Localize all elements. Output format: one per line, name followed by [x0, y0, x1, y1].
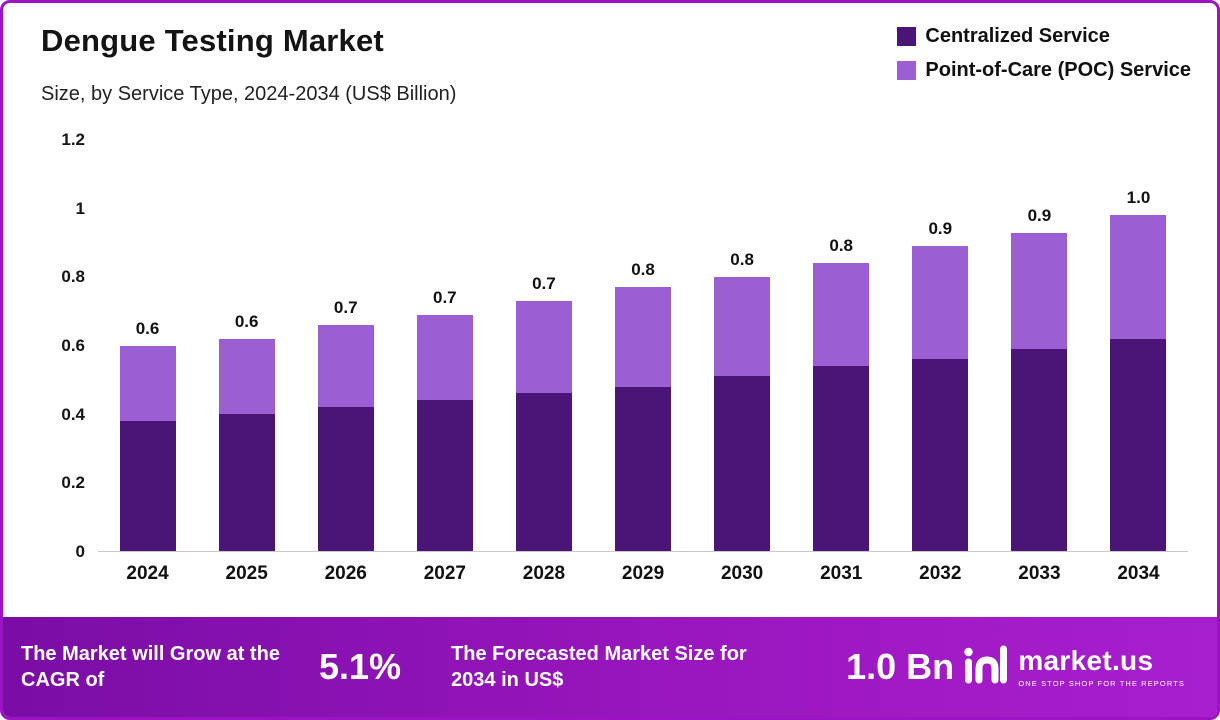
- bar-group: 0.7: [494, 140, 593, 551]
- bar-segment-centralized: [714, 376, 771, 551]
- stacked-bar: [416, 314, 473, 551]
- bar-segment-centralized: [615, 386, 672, 551]
- bar-total-label: 0.8: [829, 236, 854, 256]
- brand-text-block: market.us ONE STOP SHOP FOR THE REPORTS: [1018, 644, 1185, 688]
- bar-total-label: 0.9: [1027, 205, 1052, 225]
- bar-total-label: 0.8: [631, 260, 655, 280]
- x-axis-label: 2025: [225, 563, 268, 584]
- legend-label-poc: Point-of-Care (POC) Service: [925, 59, 1191, 81]
- x-axis-label: 2028: [522, 563, 566, 584]
- x-axis-label: 2030: [720, 563, 764, 584]
- legend-label-centralized: Centralized Service: [925, 25, 1110, 47]
- legend-item-centralized: Centralized Service: [897, 25, 1191, 48]
- bar-total-label: 0.8: [730, 250, 754, 270]
- y-axis-tick-label: 0.6: [61, 336, 85, 355]
- stacked-bar: [714, 277, 771, 551]
- bar-segment-centralized: [1110, 338, 1167, 551]
- bar-segment-poc: [912, 246, 969, 360]
- x-axis-label: 2027: [423, 563, 466, 584]
- stacked-bar: [515, 300, 572, 551]
- bar-total-label: 0.9: [928, 219, 953, 239]
- x-axis-label: 2026: [324, 563, 367, 584]
- cagr-text: The Market will Grow at the CAGR of: [21, 643, 280, 691]
- bar-group: 0.7: [395, 140, 494, 551]
- stacked-bar: [1110, 215, 1167, 551]
- legend-item-poc: Point-of-Care (POC) Service: [897, 59, 1191, 82]
- bar-segment-centralized: [813, 366, 870, 551]
- bar-segment-centralized: [1011, 348, 1068, 551]
- bar-group: 0.9: [990, 140, 1089, 551]
- stacked-bar: [615, 287, 672, 551]
- bar-segment-poc: [1011, 232, 1068, 349]
- bar-segment-poc: [317, 324, 374, 408]
- chart-subtitle: Size, by Service Type, 2024-2034 (US$ Bi…: [41, 83, 457, 105]
- bar-segment-centralized: [515, 393, 572, 551]
- plot-area: 0.6 0.6 0.7 0.7 0.7 0.8 0.8 0.8 0.9 0.9 1.0: [98, 140, 1188, 552]
- bar-group: 0.8: [792, 140, 891, 551]
- bar-total-label: 0.6: [135, 318, 160, 338]
- x-axis-label: 2029: [621, 563, 665, 584]
- footer-banner: The Market will Grow at the CAGR of 5.1%…: [3, 617, 1217, 717]
- bar-segment-poc: [218, 338, 275, 414]
- legend-swatch-centralized: [897, 27, 917, 46]
- stacked-bar: [218, 338, 275, 551]
- bar-segment-poc: [615, 287, 672, 387]
- y-axis-tick-label: 0: [75, 542, 85, 561]
- legend: Centralized Service Point-of-Care (POC) …: [897, 25, 1191, 82]
- brand-name: market.us: [1018, 644, 1154, 676]
- bar-segment-centralized: [119, 420, 176, 551]
- bar-total-label: 1.0: [1126, 188, 1151, 208]
- bar-segment-centralized: [317, 407, 374, 551]
- bar-segment-poc: [1110, 215, 1167, 339]
- bar-segment-poc: [515, 300, 572, 394]
- bar-segment-poc: [813, 263, 870, 367]
- x-axis-label: 2034: [1117, 563, 1160, 584]
- bar-segment-centralized: [218, 414, 275, 551]
- y-axis-tick-label: 0.4: [61, 404, 85, 424]
- brand-logo: market.us ONE STOP SHOP FOR THE REPORTS: [962, 643, 1185, 692]
- y-axis-tick-label: 0.2: [61, 473, 85, 493]
- x-axis-label: 2033: [1018, 563, 1061, 584]
- bar-group: 1.0: [1089, 140, 1188, 551]
- bar-group: 0.8: [693, 140, 792, 551]
- bar-group: 0.6: [197, 140, 296, 551]
- cagr-value: 5.1%: [319, 646, 402, 687]
- chart-title: Dengue Testing Market: [41, 23, 384, 58]
- stacked-bar: [912, 246, 969, 551]
- stacked-bar: [119, 345, 176, 551]
- bar-segment-poc: [119, 345, 176, 421]
- x-axis: 2024 2025 2026 2027 2028 2029 2030 2031 2032 2033…: [98, 563, 1188, 585]
- bar-total-label: 0.7: [333, 297, 358, 317]
- x-axis-label: 2024: [126, 563, 169, 584]
- y-axis-tick-label: 0.8: [61, 267, 85, 287]
- bar-total-label: 0.6: [234, 311, 259, 331]
- bar-group: 0.9: [891, 140, 990, 551]
- bar-total-label: 0.7: [433, 287, 457, 307]
- x-axis-label: 2032: [919, 563, 962, 584]
- forecast-value: 1.0 Bn: [846, 646, 955, 687]
- stacked-bar: [317, 324, 374, 551]
- bar-total-label: 0.7: [532, 273, 556, 293]
- bar-segment-poc: [714, 277, 771, 377]
- legend-swatch-poc: [897, 61, 917, 80]
- bar-segment-centralized: [416, 400, 473, 551]
- bar-segment-poc: [416, 314, 473, 401]
- forecast-text: The Forecasted Market Size for 2034 in U…: [451, 643, 747, 691]
- y-axis-tick-label: 1: [75, 198, 85, 218]
- x-axis-label: 2031: [820, 563, 863, 584]
- stacked-bar: [813, 263, 870, 551]
- brand-tagline: ONE STOP SHOP FOR THE REPORTS: [1018, 678, 1185, 688]
- y-axis: 0 0.2 0.4 0.6 0.8 1 1.2: [31, 130, 85, 561]
- bar-group: 0.8: [593, 140, 692, 551]
- y-axis-tick-label: 1.2: [61, 130, 85, 149]
- bar-segment-centralized: [912, 359, 969, 551]
- bar-group: 0.7: [296, 140, 395, 551]
- stacked-bar: [1011, 232, 1068, 551]
- brand-logo-icon: [962, 643, 1008, 692]
- bar-group: 0.6: [98, 140, 197, 551]
